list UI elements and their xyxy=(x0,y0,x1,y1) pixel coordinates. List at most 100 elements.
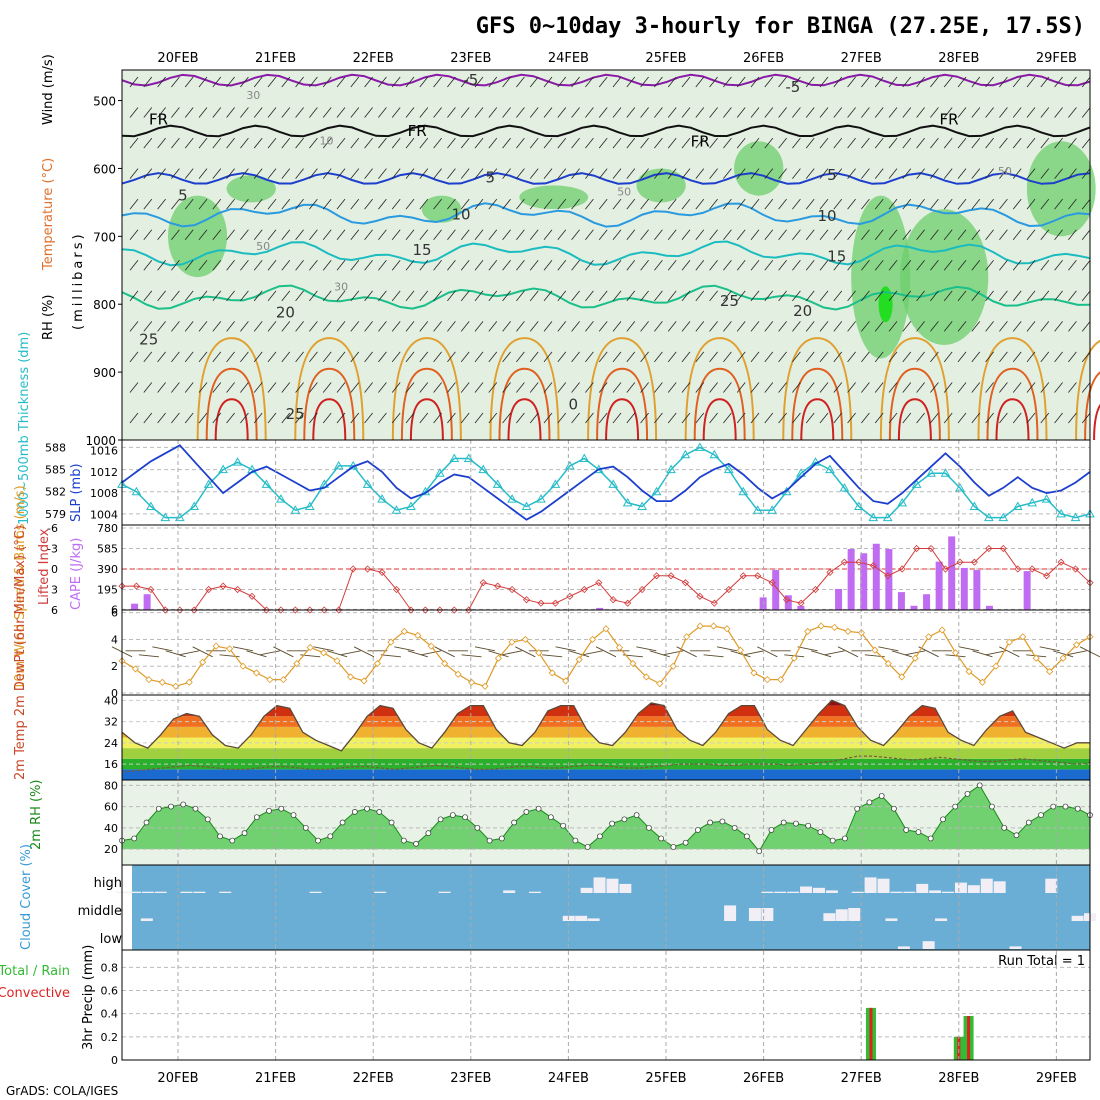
rh-point xyxy=(707,819,714,826)
wind-barb xyxy=(474,321,484,332)
isotherm-loop xyxy=(303,367,356,441)
wind-barb xyxy=(847,412,856,424)
rh-point xyxy=(217,833,223,840)
y-tick-label: 0.4 xyxy=(101,1008,119,1021)
wind-barb xyxy=(736,137,746,149)
wind-barb xyxy=(267,412,277,424)
rh-point xyxy=(1050,803,1057,810)
wind-barb xyxy=(405,76,415,88)
wind-barb xyxy=(543,382,553,393)
wind-barb xyxy=(888,382,898,393)
date-label-top: 29FEB xyxy=(1036,51,1077,66)
wind-barb xyxy=(212,351,222,363)
y-tick-label: 4 xyxy=(111,633,118,646)
wind-barb xyxy=(612,229,622,240)
wind-barb xyxy=(750,137,760,149)
wind-barb xyxy=(336,321,346,332)
rh-point xyxy=(964,790,971,797)
wind-barb xyxy=(957,260,967,271)
thickness-point xyxy=(622,497,633,507)
lifted-index-point xyxy=(653,572,661,580)
wind-barb xyxy=(502,198,511,210)
precip-convective-bar xyxy=(869,1007,873,1060)
wind-barb xyxy=(529,351,539,363)
wind-barb xyxy=(874,260,884,271)
wind-speed-point xyxy=(615,643,624,652)
ylabel-temperature: Temperature (°C) xyxy=(41,158,56,271)
y-tick-label-left: 579 xyxy=(45,508,66,521)
wind-barb xyxy=(667,290,677,302)
wind-barb xyxy=(723,229,732,240)
cape-bar xyxy=(897,592,905,610)
wind-barb xyxy=(847,229,856,240)
wind-barb xyxy=(273,646,294,658)
wind-barb xyxy=(171,168,180,179)
wind-barb xyxy=(226,198,235,210)
wind-barb xyxy=(999,107,1008,118)
thickness-point xyxy=(478,464,489,474)
wind-barb xyxy=(930,290,939,302)
thickness-point xyxy=(391,505,402,514)
wind-barb xyxy=(157,412,166,424)
wind-barb xyxy=(336,229,346,240)
wind-barb xyxy=(585,290,594,302)
isotherm-label: 25 xyxy=(286,405,305,423)
wind-barb xyxy=(198,137,208,149)
wind-barb xyxy=(350,76,360,88)
rh-point xyxy=(780,819,787,826)
wind-barb xyxy=(240,168,249,179)
wind-barb xyxy=(930,321,939,332)
wind-barb xyxy=(649,650,670,658)
cloud-bar xyxy=(903,891,916,893)
wind-barb xyxy=(267,137,277,149)
rh-point xyxy=(915,829,922,835)
wind-barb xyxy=(902,198,912,210)
wind-barb xyxy=(295,351,304,363)
y-tick-label: 1000 xyxy=(85,434,116,448)
wind-barb xyxy=(171,351,180,363)
wind-barb xyxy=(916,260,925,271)
wind-barb xyxy=(874,382,884,393)
date-label-bottom: 25FEB xyxy=(645,1071,686,1086)
wind-barb xyxy=(322,351,332,363)
cape-bar xyxy=(985,605,993,610)
wind-speed-point xyxy=(938,626,946,634)
rh-point xyxy=(952,803,959,810)
lifted-index-point xyxy=(364,565,372,573)
wind-barb xyxy=(1026,260,1036,271)
wind-barb xyxy=(309,229,318,240)
wind-barb xyxy=(902,107,912,118)
rh-point xyxy=(1038,812,1044,818)
wind-barb xyxy=(364,321,373,332)
cloud-bar xyxy=(935,918,948,921)
wind-barb xyxy=(626,260,636,271)
wind-barb xyxy=(340,650,361,656)
wind-barb xyxy=(805,198,815,210)
wind-speed-point xyxy=(736,646,745,654)
cloud-bar xyxy=(825,890,838,893)
wind-barb xyxy=(571,351,580,363)
wind-barb xyxy=(1040,382,1050,393)
wind-barb xyxy=(764,290,774,302)
wind-barb xyxy=(502,137,511,149)
wind-barb xyxy=(1081,321,1091,332)
wind-barb xyxy=(391,76,401,88)
wind-speed-point xyxy=(131,665,140,673)
wind-barb xyxy=(543,351,553,363)
wind-barb xyxy=(198,290,208,302)
cloud-bar xyxy=(141,891,154,893)
wind-barb xyxy=(723,321,732,332)
wind-barb xyxy=(888,168,898,179)
lifted-index-point xyxy=(840,558,848,566)
wind-barb xyxy=(943,351,953,363)
wind-barb xyxy=(419,76,429,88)
wind-barb xyxy=(598,229,608,240)
wind-barb xyxy=(460,351,470,363)
wind-barb xyxy=(198,76,208,88)
wind-speed-point xyxy=(346,673,355,681)
isotherm-label: 5 xyxy=(486,168,496,186)
wind-speed-point xyxy=(683,633,691,641)
wind-barb xyxy=(792,412,801,424)
wind-barb xyxy=(557,76,567,88)
wind-barb xyxy=(778,76,787,88)
